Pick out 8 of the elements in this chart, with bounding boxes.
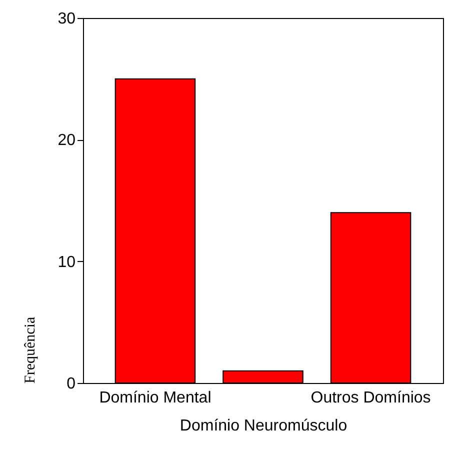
x-tick-label: Outros Domínios	[310, 390, 431, 406]
x-tick-label: Domínio Mental	[99, 390, 212, 406]
x-axis-title: Domínio Neuromúsculo	[180, 418, 348, 434]
y-tick-label: 0	[66, 376, 76, 392]
y-tick-label: 30	[58, 10, 76, 28]
y-tick-label: 10	[58, 254, 76, 271]
y-axis-title: Frequência	[22, 316, 39, 384]
y-tick-label: 20	[58, 132, 76, 150]
